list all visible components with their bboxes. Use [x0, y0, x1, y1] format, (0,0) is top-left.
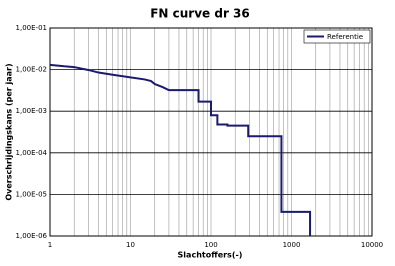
x-tick-label: 10 [126, 241, 135, 249]
x-tick-label: 100 [204, 241, 217, 249]
legend-box [303, 29, 371, 44]
series-line [49, 63, 312, 236]
y-axis-label: Overschrijdingskans (per jaar) [5, 63, 14, 200]
x-tick-label: 1 [48, 241, 52, 249]
y-tick-label: 1,00E-02 [16, 66, 47, 74]
y-tick-label: 1,00E-03 [16, 107, 47, 115]
y-tick-label: 1,00E-06 [16, 232, 48, 240]
chart-title: FN curve dr 36 [150, 7, 250, 21]
x-tick-label: 10000 [361, 241, 383, 249]
x-tick-label: 1000 [283, 241, 301, 249]
y-tick-label: 1,00E-04 [16, 149, 48, 157]
plot-frame [49, 27, 373, 237]
y-tick-label: 1,00E-05 [16, 190, 47, 198]
y-tick-label: 1,00E-01 [16, 24, 47, 32]
x-axis-label: Slachtoffers(-) [178, 251, 243, 260]
legend-label: Referentie [327, 33, 363, 41]
